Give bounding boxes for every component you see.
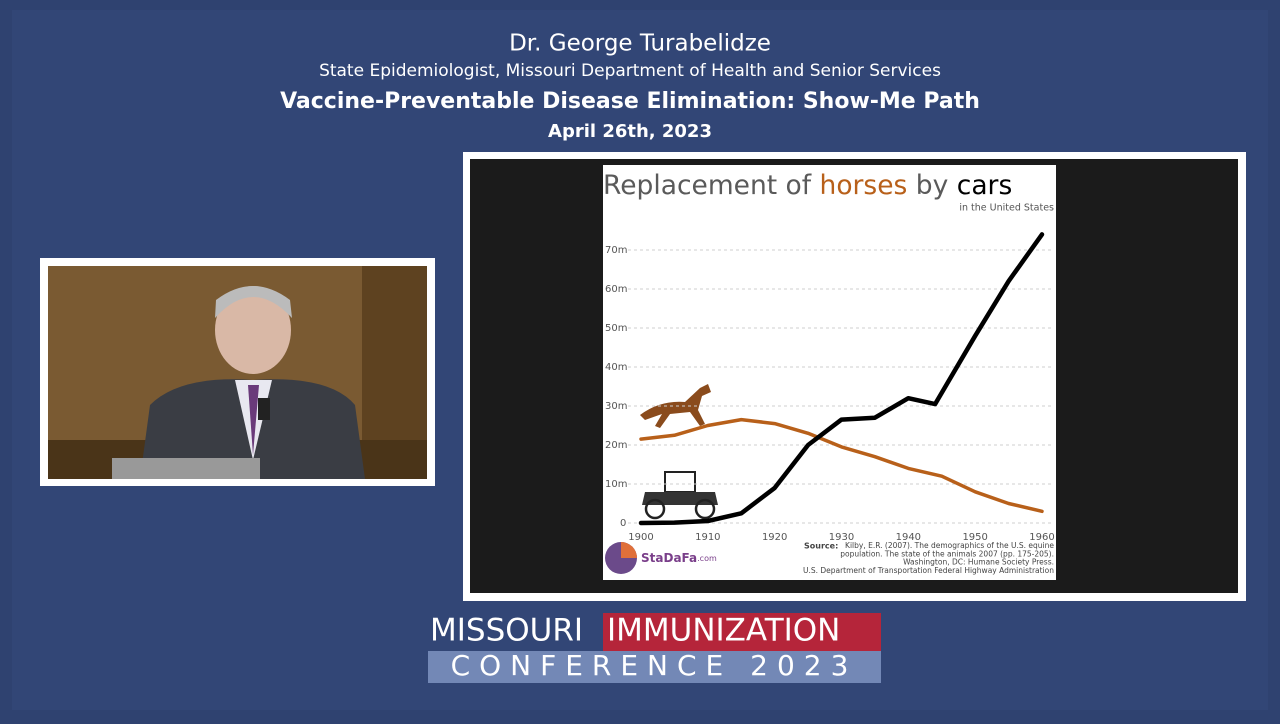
title-part: Replacement of [603,170,812,201]
title-part: horses [820,170,908,201]
source-text: Kilby, E.R. (2007). The demographics of … [845,541,1054,550]
x-tick-label: 1930 [829,532,854,543]
speaker-video [40,258,435,486]
chart-subtitle: in the United States [959,203,1054,214]
y-tick-label: 40m [605,362,627,373]
series-line [638,232,1045,526]
y-tick-label: 20m [605,440,627,451]
logo-name: StaDaFa [641,551,697,565]
y-tick-label: 10m [605,479,627,490]
x-tick-label: 1910 [695,532,720,543]
y-tick-label: 50m [605,323,627,334]
role: State Epidemiologist, Missouri Departmen… [319,61,941,81]
source-text: population. The state of the animals 200… [840,549,1054,558]
horse-icon [640,384,711,428]
source-label: Source: [804,542,838,551]
y-tick-label: 30m [605,401,627,412]
title-part: by [916,170,949,201]
logo-suffix: .com [697,554,717,563]
footer-word: MISSOURI [430,613,583,649]
x-tick-label: 1920 [762,532,787,543]
source-text: Washington, DC: Humane Society Press. [903,558,1054,567]
x-tick-label: 1960 [1029,532,1054,543]
speaker: Dr. George Turabelidze [509,31,771,57]
x-tick-label: 1950 [962,532,987,543]
series-line [639,417,1044,514]
y-tick-label: 60m [605,284,627,295]
logo-text: StaDaFa.com [641,551,717,565]
x-tick-label: 1900 [628,532,653,543]
chart-title: Replacement of horses by cars [603,170,1012,201]
car-icon [642,471,718,520]
title-part: cars [957,170,1013,201]
y-tick-label: 70m [605,245,627,256]
footer-word: IMMUNIZATION [607,613,840,649]
logo: StaDaFa.com [605,542,717,574]
footer-highlight [603,613,881,651]
date: April 26th, 2023 [548,121,712,142]
y-tick-label: 0 [620,518,626,529]
footer-line: CONFERENCE 2023 [451,649,858,682]
source-text: U.S. Department of Transportation Federa… [803,566,1054,575]
footer-bar [428,651,881,683]
chart-area [603,165,1056,580]
talk-title: Vaccine-Preventable Disease Elimination:… [280,89,980,114]
x-tick-label: 1940 [896,532,921,543]
